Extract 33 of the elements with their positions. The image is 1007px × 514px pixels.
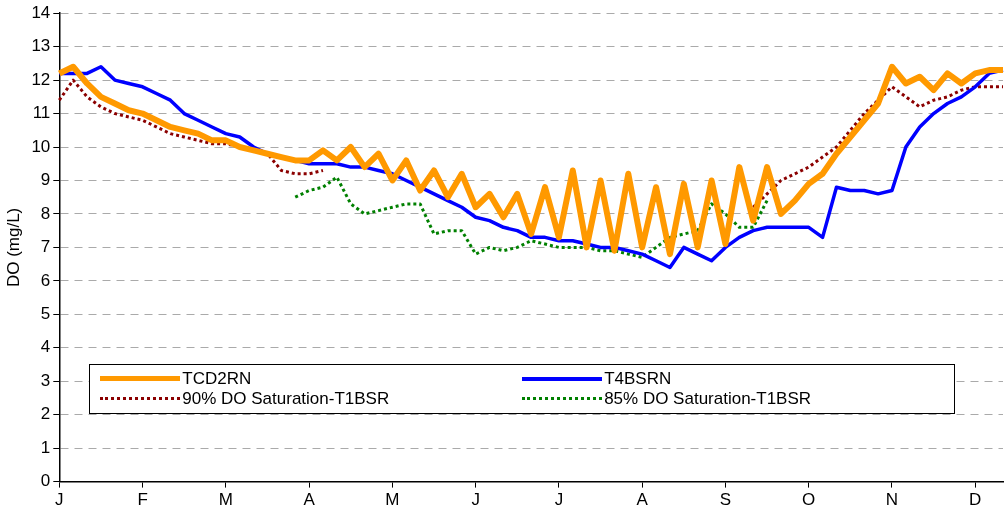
y-tick-label: 5 — [40, 304, 51, 323]
y-tick-label: 9 — [40, 170, 51, 190]
x-tick-label: M — [385, 490, 400, 510]
y-tick-label: 6 — [40, 270, 51, 290]
y-tick-label: 12 — [31, 69, 51, 89]
line-series — [293, 175, 769, 259]
legend-label: TCD2RN — [182, 368, 252, 389]
x-tick-label: J — [471, 490, 480, 510]
y-tick-label: 3 — [40, 370, 51, 390]
y-tick-label: 8 — [40, 203, 51, 223]
x-tick-label: A — [636, 490, 649, 510]
y-tick-label: 10 — [31, 136, 51, 156]
legend-label: T4BSRN — [604, 368, 672, 389]
y-tick-label: 7 — [40, 237, 51, 257]
y-tick-label: 1 — [40, 437, 51, 457]
x-tick-label: M — [218, 490, 233, 510]
legend-label: 85% DO Saturation-T1BSR — [604, 388, 812, 409]
x-tick-label: A — [303, 490, 316, 510]
y-tick-label: 0 — [40, 471, 51, 491]
x-tick-label: O — [802, 490, 816, 510]
y-tick-label: 11 — [32, 103, 51, 123]
legend-label: 90% DO Saturation-T1BSR — [182, 388, 390, 409]
x-tick-label: J — [55, 490, 64, 510]
x-tick-label: S — [719, 490, 732, 510]
y-tick-label: 14 — [31, 2, 51, 22]
y-tick-label: 2 — [40, 404, 51, 424]
x-tick-label: N — [885, 490, 899, 510]
x-tick-label: D — [969, 490, 982, 510]
y-tick-label: 4 — [40, 337, 51, 357]
x-tick-label: J — [554, 490, 564, 510]
y-axis-title: DO (mg/L) — [3, 207, 23, 288]
x-tick-label: F — [137, 490, 148, 510]
y-tick-label: 13 — [31, 36, 51, 56]
